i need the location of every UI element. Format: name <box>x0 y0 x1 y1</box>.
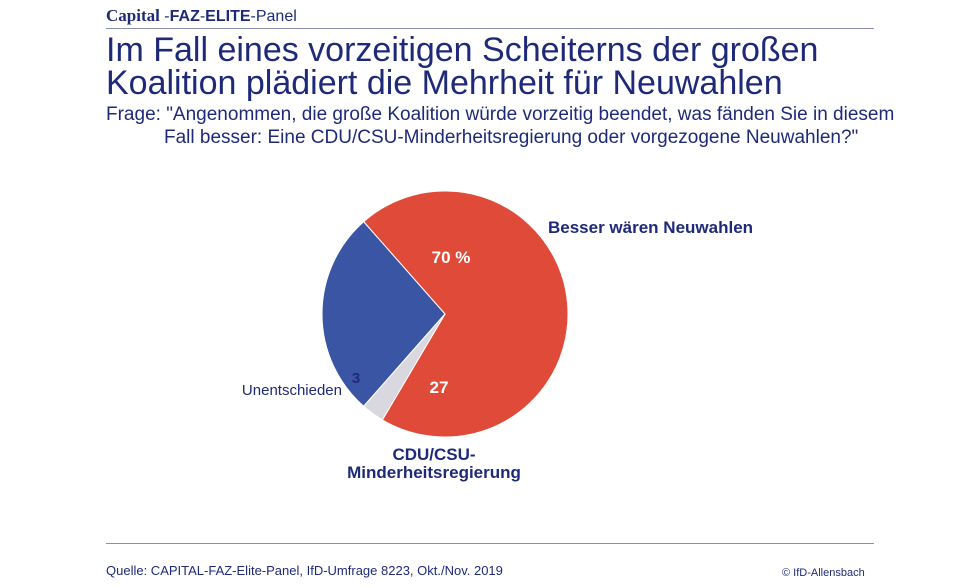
header-separator-2: - <box>199 8 206 25</box>
legend-label-unentschieden: Unentschieden <box>242 382 342 399</box>
chart-title: Im Fall eines vorzeitigen Scheiterns der… <box>106 31 906 102</box>
header-capital: Capital <box>106 6 160 25</box>
data-label-neuwahlen: 70 % <box>432 248 471 267</box>
legend-label-cdu-csu-line-1: CDU/CSU- <box>392 445 475 464</box>
title-line-2: Koalition plädiert die Mehrheit für Neuw… <box>106 64 783 102</box>
question-line-2: Fall besser: Eine CDU/CSU-Minderheitsreg… <box>164 127 859 148</box>
data-label-unentschieden: 3 <box>352 370 360 387</box>
bottom-divider <box>106 543 874 544</box>
header-panel: -Panel <box>250 8 297 25</box>
legend-label-neuwahlen: Besser wären Neuwahlen <box>548 218 753 237</box>
source-note: Quelle: CAPITAL-FAZ-Elite-Panel, IfD-Umf… <box>106 563 503 578</box>
header-separator: - <box>159 8 170 25</box>
panel-header: Capital -FAZ-ELITE-Panel <box>106 6 297 27</box>
header-faz: FAZ <box>169 8 200 25</box>
pie-slice-cdu-csu <box>321 221 446 407</box>
legend-label-cdu-csu-line-2: Minderheitsregierung <box>347 463 521 482</box>
header-elite: ELITE <box>205 8 251 25</box>
question-line-1: Frage: "Angenommen, die große Koalition … <box>106 104 895 125</box>
top-divider <box>106 28 874 29</box>
title-line-1: Im Fall eines vorzeitigen Scheiterns der… <box>106 31 819 69</box>
pie-slice-neuwahlen <box>362 190 569 438</box>
pie-slice-unentschieden <box>362 313 446 421</box>
data-label-cdu-csu: 27 <box>430 378 449 397</box>
pie-slices <box>321 190 569 438</box>
survey-question: Frage: "Angenommen, die große Koalition … <box>106 103 894 149</box>
copyright-note: © IfD-Allensbach <box>782 567 865 579</box>
